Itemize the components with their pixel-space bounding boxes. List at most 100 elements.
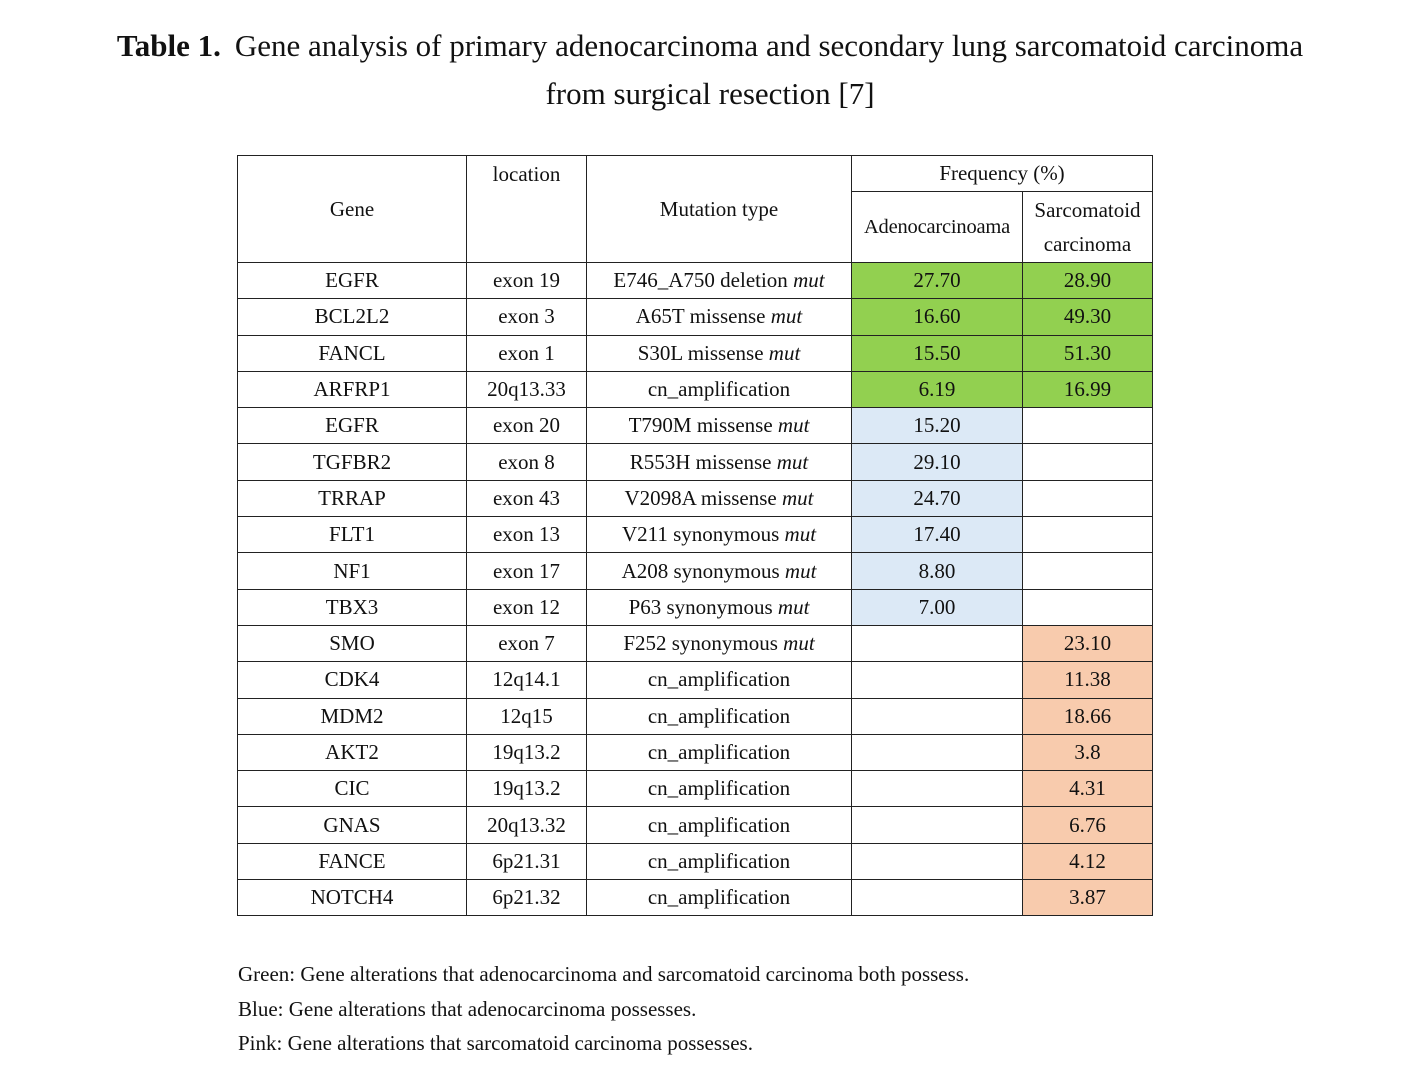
header-row-1: Gene location Mutation type Frequency (%… (237, 155, 1153, 263)
adenocarcinoma-frequency-cell: 16.60 (851, 298, 1023, 336)
table-row: NOTCH4 6p21.32 cn_amplification 3.87 (237, 879, 1153, 917)
adenocarcinoma-frequency-cell (851, 733, 1023, 772)
gene-cell: CDK4 (237, 661, 467, 699)
mutation-name: S30L missense (637, 340, 764, 365)
sarcomatoid-frequency-cell (1022, 516, 1153, 554)
gene-cell: CIC (237, 770, 467, 808)
location-cell: 6p21.32 (466, 879, 587, 917)
mutation-name: cn_amplification (647, 812, 791, 837)
location-cell: exon 43 (466, 479, 587, 518)
sarcomatoid-frequency-cell (1022, 552, 1153, 590)
table-row: ARFRP1 20q13.33 cn_amplification 6.19 16.99 (237, 370, 1153, 409)
caption-title-line1: Gene analysis of primary adenocarcinoma … (234, 28, 1304, 63)
location-cell: 12q15 (466, 697, 587, 735)
header-sarcomatoid-line1: Sarcomatoid (1034, 198, 1141, 222)
mutation-suffix: mut (793, 268, 825, 293)
mutation-name: cn_amplification (647, 885, 791, 910)
gene-cell: ARFRP1 (237, 370, 467, 409)
header-adenocarcinoma: Adenocarcinoama (851, 191, 1023, 263)
location-cell: 20q13.33 (466, 370, 587, 409)
location-cell: exon 17 (466, 552, 587, 590)
table-row: AKT2 19q13.2 cn_amplification 3.8 (237, 733, 1153, 772)
mutation-name: cn_amplification (647, 703, 791, 728)
mutation-type-cell: R553H missense mut (586, 443, 852, 481)
mutation-name: cn_amplification (647, 848, 791, 873)
adenocarcinoma-frequency-cell (851, 879, 1023, 917)
table-body: EGFR exon 19 E746_A750 deletion mut 27.70 28… (237, 261, 1153, 917)
mutation-type-cell: cn_amplification (586, 733, 852, 772)
mutation-suffix: mut (783, 631, 815, 656)
table-row: FANCE 6p21.31 cn_amplification 4.12 (237, 842, 1153, 881)
mutation-type-cell: cn_amplification (586, 370, 852, 409)
location-cell: 6p21.31 (466, 842, 587, 881)
mutation-type-cell: V211 synonymous mut (586, 516, 852, 554)
adenocarcinoma-frequency-cell: 27.70 (851, 261, 1023, 300)
gene-cell: TGFBR2 (237, 443, 467, 481)
mutation-type-cell: cn_amplification (586, 879, 852, 917)
adenocarcinoma-frequency-cell: 15.20 (851, 407, 1023, 445)
mutation-name: V211 synonymous (621, 522, 780, 547)
sarcomatoid-frequency-cell: 3.87 (1022, 879, 1153, 917)
table-caption: Table 1. Gene analysis of primary adenoca… (40, 22, 1380, 118)
mutation-type-cell: E746_A750 deletion mut (586, 261, 852, 300)
adenocarcinoma-frequency-cell: 17.40 (851, 516, 1023, 554)
mutation-name: A65T missense (635, 304, 766, 329)
location-cell: exon 13 (466, 516, 587, 554)
sarcomatoid-frequency-cell: 23.10 (1022, 624, 1153, 663)
mutation-type-cell: cn_amplification (586, 806, 852, 844)
header-row-2: Adenocarcinoama Sarcomatoid carcinoma (238, 191, 1153, 263)
location-cell: exon 1 (466, 334, 587, 372)
gene-cell: TBX3 (237, 588, 467, 626)
sarcomatoid-frequency-cell: 3.8 (1022, 733, 1153, 772)
location-cell: 19q13.2 (466, 770, 587, 808)
location-cell: 20q13.32 (466, 806, 587, 844)
table-row: CIC 19q13.2 cn_amplification 4.31 (237, 770, 1153, 808)
mutation-name: P63 synonymous (628, 594, 773, 619)
gene-cell: EGFR (237, 407, 467, 445)
gene-cell: MDM2 (237, 697, 467, 735)
table-row: SMO exon 7 F252 synonymous mut 23.10 (237, 624, 1153, 663)
legend-pink: Pink: Gene alterations that sarcomatoid … (238, 1031, 753, 1055)
mutation-type-cell: cn_amplification (586, 697, 852, 735)
table-row: FANCL exon 1 S30L missense mut 15.50 51.30 (237, 334, 1153, 372)
adenocarcinoma-frequency-cell: 7.00 (851, 588, 1023, 626)
caption-title-line2: from surgical resection [7] (545, 76, 875, 111)
location-cell: exon 19 (466, 261, 587, 300)
table-row: EGFR exon 20 T790M missense mut 15.20 (237, 407, 1153, 445)
table-row: CDK4 12q14.1 cn_amplification 11.38 (237, 661, 1153, 699)
mutation-name: F252 synonymous (623, 631, 778, 656)
gene-cell: TRRAP (237, 479, 467, 518)
gene-cell: SMO (237, 624, 467, 663)
table-row: MDM2 12q15 cn_amplification 18.66 (237, 697, 1153, 735)
mutation-name: T790M missense (628, 413, 773, 438)
table-row: BCL2L2 exon 3 A65T missense mut 16.60 49.30 (237, 298, 1153, 336)
mutation-name: cn_amplification (647, 377, 791, 402)
mutation-type-cell: T790M missense mut (586, 407, 852, 445)
sarcomatoid-frequency-cell: 49.30 (1022, 298, 1153, 336)
mutation-suffix: mut (784, 558, 817, 583)
location-cell: exon 3 (466, 298, 587, 336)
header-sarcomatoid-line2: carcinoma (1043, 232, 1132, 256)
mutation-name: E746_A750 deletion (613, 268, 788, 293)
sarcomatoid-frequency-cell: 4.12 (1022, 842, 1153, 881)
caption-line-1: Table 1. Gene analysis of primary adenoca… (40, 22, 1380, 70)
sarcomatoid-frequency-cell: 11.38 (1022, 661, 1153, 699)
gene-cell: NF1 (237, 552, 467, 590)
adenocarcinoma-frequency-cell: 15.50 (851, 334, 1023, 372)
gene-analysis-table: Gene location Mutation type Frequency (%… (237, 155, 1153, 917)
mutation-suffix: mut (777, 413, 810, 438)
gene-cell: GNAS (237, 806, 467, 844)
location-cell: exon 8 (466, 443, 587, 481)
table-row: TGFBR2 exon 8 R553H missense mut 29.10 (237, 443, 1153, 481)
legend-green: Green: Gene alterations that adenocarcin… (238, 962, 970, 986)
gene-cell: FANCE (237, 842, 467, 881)
adenocarcinoma-frequency-cell: 6.19 (851, 370, 1023, 409)
legend-blue: Blue: Gene alterations that adenocarcino… (238, 996, 697, 1021)
header-mutation-type: Mutation type (586, 155, 852, 263)
mutation-suffix: mut (784, 522, 817, 547)
mutation-type-cell: cn_amplification (586, 770, 852, 808)
mutation-name: R553H missense (629, 449, 772, 474)
adenocarcinoma-frequency-cell (851, 842, 1023, 881)
sarcomatoid-frequency-cell (1022, 588, 1153, 626)
sarcomatoid-frequency-cell (1022, 479, 1153, 518)
